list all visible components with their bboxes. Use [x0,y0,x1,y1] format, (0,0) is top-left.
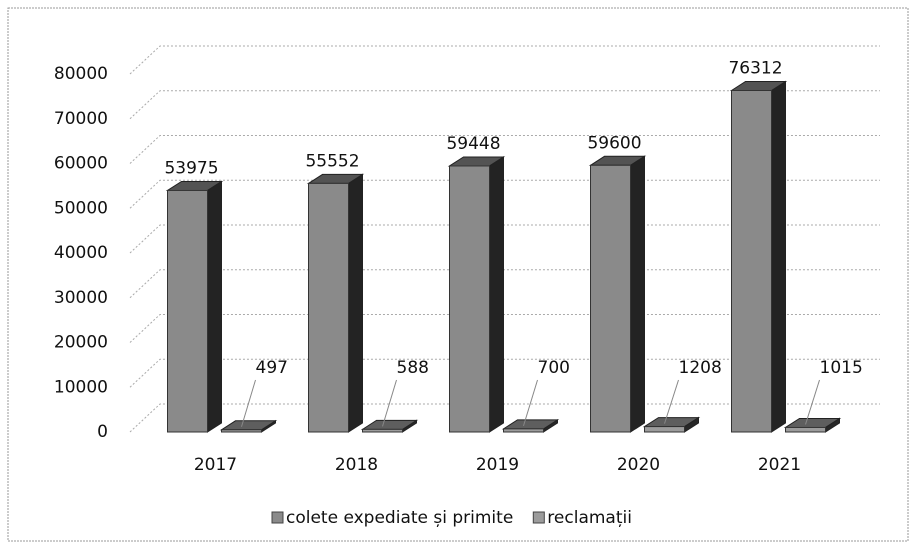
bar [644,426,685,433]
x-tick-label: 2018 [335,455,378,475]
value-label: 59448 [446,134,500,154]
bar [449,165,490,433]
x-tick-label: 2021 [758,455,801,475]
x-tick-label: 2020 [617,455,660,475]
grid-line [129,135,880,164]
bar [731,90,772,433]
leader-line [382,379,397,427]
y-tick-label: 10000 [54,377,108,397]
value-label: 700 [538,358,570,378]
leader-line [664,379,679,424]
bar [221,429,262,433]
chart-frame [7,7,909,542]
leader-line [523,379,538,427]
grid-line [129,90,880,120]
bar [503,428,544,433]
value-label: 53975 [164,158,218,178]
bar-side [489,156,504,433]
bar [167,189,208,433]
bar [785,426,826,433]
value-label: 1015 [820,358,863,378]
y-tick-label: 0 [97,422,108,442]
y-tick-label: 70000 [54,109,108,129]
legend-label: colete expediate și primite [286,508,513,528]
legend-swatch [271,511,284,524]
grid-line [129,45,880,75]
value-label: 59600 [587,133,641,153]
value-label: 1208 [679,358,722,378]
y-tick-label: 80000 [54,64,108,84]
bar [362,428,403,433]
y-tick-label: 60000 [54,154,108,174]
bar-side [207,180,222,433]
bar-side [348,173,363,433]
bar-side [771,80,786,433]
y-tick-label: 20000 [54,333,108,353]
value-label: 588 [397,358,429,378]
bar [308,182,349,433]
leader-line [805,379,820,425]
legend-swatch [532,511,545,524]
bar-side [630,155,645,433]
legend-label: reclamații [547,508,632,528]
value-label: 55552 [305,151,359,171]
value-label: 76312 [728,59,782,79]
y-tick-label: 40000 [54,243,108,263]
bar [590,164,631,433]
y-tick-label: 30000 [54,288,108,308]
x-tick-label: 2019 [476,455,519,475]
x-tick-label: 2017 [194,455,237,475]
y-tick-label: 50000 [54,198,108,218]
value-label: 497 [256,358,288,378]
leader-line [241,379,256,427]
